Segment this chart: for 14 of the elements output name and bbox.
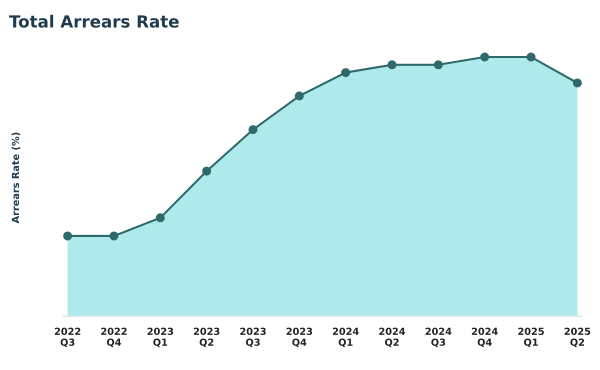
x-tick-label: 2024 Q2	[379, 328, 406, 348]
x-tick-label: 2024 Q3	[426, 328, 452, 348]
x-tick-label: 2023 Q1	[148, 328, 174, 348]
x-tick-label: 2025 Q2	[564, 328, 590, 348]
x-tick-label: 2023 Q3	[240, 328, 266, 348]
x-tick-label: 2022 Q4	[101, 328, 127, 348]
x-tick-label: 2025 Q1	[518, 328, 544, 348]
x-tick-label: 2024 Q4	[472, 328, 498, 348]
x-tick-label: 2023 Q2	[194, 328, 220, 348]
x-tick-label: 2023 Q4	[286, 328, 312, 348]
chart-title: Total Arrears Rate	[9, 14, 179, 28]
x-tick-label: 2022 Q3	[54, 328, 80, 348]
y-axis-title: Arrears Rate (%)	[12, 132, 20, 224]
x-tick-label: 2024 Q1	[332, 328, 359, 348]
